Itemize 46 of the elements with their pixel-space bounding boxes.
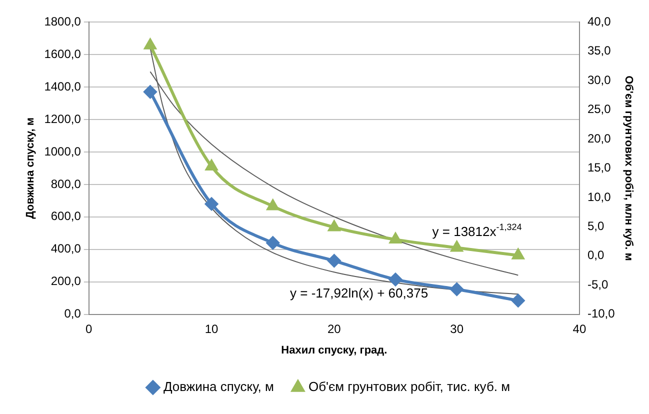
point: [512, 248, 524, 260]
y2-tick-label: -5,0: [587, 277, 608, 292]
y2-tick-label: 5,0: [587, 218, 604, 233]
y-tick-label: 1200,0: [44, 112, 82, 126]
y2-axis-title: Об'єм грунтових робіт, млн куб. м: [622, 76, 634, 261]
x-tick-label: 20: [327, 322, 342, 336]
legend-label: Об'єм грунтових робіт, тис. куб. м: [308, 379, 510, 394]
y2-tick-label: 40,0: [587, 14, 612, 28]
y2-tick-label: 0,0: [587, 248, 604, 262]
y-axis-title: Довжина спуску, м: [24, 117, 37, 219]
y-tick-label: 1600,0: [44, 46, 82, 61]
y-tick-label: 1000,0: [44, 144, 82, 158]
x-tick-label: 0: [86, 322, 93, 336]
y-tick-label: 0,0: [64, 306, 82, 321]
y-tick-label: 600,0: [50, 209, 82, 224]
y-tick-label: 1800,0: [44, 14, 82, 28]
x-tick-label: 10: [204, 322, 219, 336]
y2-tick-label: 20,0: [587, 131, 612, 146]
y-tick-label: 800,0: [50, 176, 82, 191]
point: [450, 241, 463, 252]
point: [144, 38, 156, 50]
point: [206, 160, 218, 170]
x-axis-title: Нахил спуску, град.: [281, 344, 388, 356]
point: [328, 220, 340, 232]
y2-tick-label: 15,0: [587, 160, 612, 175]
annotation: y = -17,92ln(x) + 60,375: [290, 286, 428, 301]
point: [267, 200, 279, 210]
y-tick-label: 200,0: [50, 274, 82, 288]
x-tick-label: 30: [450, 322, 464, 336]
y2-tick-label: -10,0: [587, 306, 616, 321]
y2-tick-label: 35,0: [587, 44, 612, 58]
point: [205, 197, 218, 210]
point: [390, 233, 402, 244]
y2-tick-label: 10,0: [587, 190, 612, 204]
point: [450, 282, 464, 296]
point: [144, 85, 157, 98]
point: [266, 236, 280, 250]
y2-tick-label: 30,0: [587, 72, 612, 87]
point: [512, 294, 525, 308]
x-tick-label: 40: [572, 322, 586, 336]
point: [388, 272, 402, 286]
y2-tick-label: 25,0: [587, 102, 612, 116]
y-tick-label: 400,0: [50, 242, 82, 256]
y-tick-label: 1400,0: [44, 79, 82, 94]
legend-label: Довжина спуску, м: [163, 379, 274, 394]
point: [328, 254, 341, 268]
